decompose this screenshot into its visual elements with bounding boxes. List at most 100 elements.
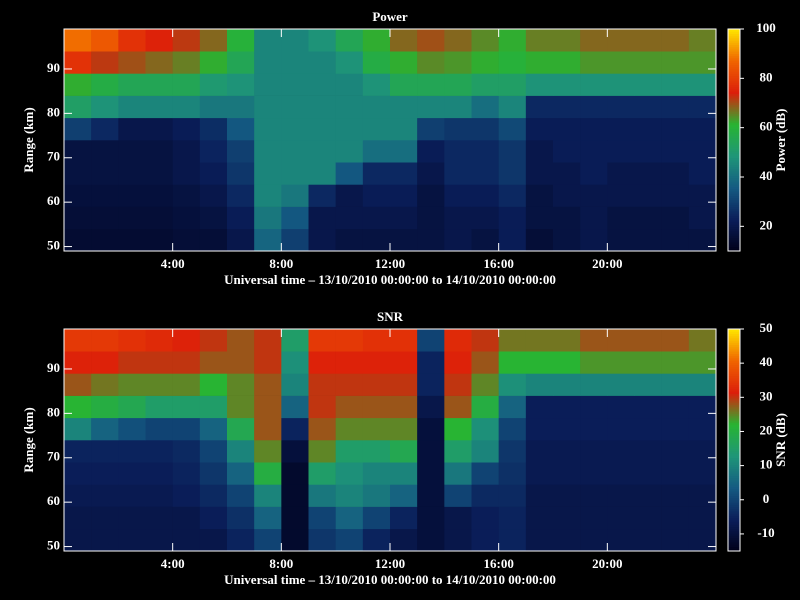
- heat-cell: [308, 373, 336, 396]
- heat-cell: [688, 206, 717, 230]
- heat-cell: [417, 95, 445, 119]
- heat-cell: [661, 29, 690, 52]
- heat-cell: [444, 140, 472, 163]
- heat-cell: [172, 162, 201, 185]
- heat-cell: [335, 184, 364, 207]
- heat-cell: [145, 395, 173, 419]
- heat-cell: [335, 162, 364, 185]
- colorbar-swatch: [728, 459, 740, 463]
- colorbar-swatch: [728, 228, 740, 232]
- colorbar-swatch: [728, 353, 740, 357]
- heat-cell: [227, 162, 255, 185]
- heat-cell: [688, 506, 717, 530]
- colorbar-swatch: [728, 537, 740, 541]
- heat-cell: [172, 184, 201, 207]
- colorbar-swatch: [728, 102, 740, 105]
- colorbar-swatch: [728, 166, 740, 170]
- y-tick-label: 60: [47, 493, 60, 508]
- colorbar-swatch: [728, 222, 740, 225]
- colorbar-swatch: [728, 384, 740, 388]
- colorbar-swatch: [728, 426, 740, 430]
- heat-cell: [498, 440, 527, 463]
- heat-cell: [199, 184, 228, 207]
- heat-cell: [688, 329, 717, 352]
- heat-cell: [607, 206, 635, 230]
- heat-cell: [417, 417, 445, 441]
- heat-cell: [634, 184, 662, 207]
- heat-cell: [580, 373, 608, 396]
- heat-cell: [254, 162, 282, 185]
- colorbar-swatch: [728, 382, 740, 385]
- colorbar-swatch: [728, 248, 740, 252]
- heat-cell: [444, 162, 472, 185]
- heat-cell: [607, 417, 635, 441]
- colorbar-swatch: [728, 159, 740, 163]
- colorbar-swatch: [728, 446, 740, 450]
- heat-cell: [91, 329, 119, 352]
- heat-cell: [661, 417, 690, 441]
- heat-cell: [525, 206, 554, 230]
- heat-cell: [335, 206, 364, 230]
- heat-cell: [145, 51, 173, 74]
- heat-cell: [254, 329, 282, 352]
- heat-cell: [91, 117, 119, 141]
- colorbar-swatch: [728, 511, 740, 514]
- colorbar-swatch: [728, 237, 740, 241]
- heat-cell: [471, 95, 499, 119]
- heat-cell: [688, 162, 717, 185]
- heat-cell: [580, 462, 608, 485]
- heat-cell: [417, 329, 445, 352]
- colorbar-swatch: [728, 93, 740, 97]
- heat-cell: [199, 351, 228, 374]
- heat-cell: [607, 484, 635, 507]
- heat-cell: [145, 373, 173, 396]
- colorbar-swatch: [728, 124, 740, 128]
- heat-cell: [335, 140, 364, 163]
- heat-cell: [417, 184, 445, 207]
- heat-cell: [580, 329, 608, 352]
- heat-cell: [308, 29, 336, 52]
- colorbar-swatch: [728, 42, 740, 46]
- heat-cell: [580, 95, 608, 119]
- colorbar-swatch: [728, 122, 740, 125]
- colorbar-swatch: [728, 84, 740, 88]
- heat-cell: [688, 51, 717, 74]
- heat-cell: [64, 29, 92, 52]
- colorbar-swatch: [728, 373, 740, 377]
- heat-cell: [634, 329, 662, 352]
- colorbar-swatch: [728, 75, 740, 79]
- colorbar-swatch: [728, 491, 740, 494]
- heat-cell: [525, 117, 554, 141]
- heat-cell: [172, 395, 201, 419]
- heat-cell: [254, 206, 282, 230]
- heat-cell: [498, 395, 527, 419]
- heat-cell: [172, 462, 201, 485]
- heat-cell: [64, 73, 92, 96]
- heat-cell: [199, 440, 228, 463]
- colorbar-swatch: [728, 457, 740, 461]
- heat-cell: [91, 506, 119, 530]
- heat-cell: [634, 228, 662, 252]
- heat-cell: [390, 373, 418, 396]
- heat-cell: [199, 417, 228, 441]
- heat-cell: [688, 395, 717, 419]
- heat-cell: [525, 29, 554, 52]
- heat-cell: [607, 140, 635, 163]
- heat-cell: [64, 184, 92, 207]
- heat-cell: [417, 373, 445, 396]
- colorbar-swatch: [728, 171, 740, 174]
- heat-cell: [688, 417, 717, 441]
- colorbar-swatch: [728, 497, 740, 501]
- heat-cell: [118, 162, 146, 185]
- heat-cell: [91, 417, 119, 441]
- colorbar-swatch: [728, 486, 740, 490]
- heat-cell: [417, 117, 445, 141]
- heat-cell: [254, 73, 282, 96]
- heat-cell: [553, 329, 581, 352]
- colorbar-swatch: [728, 451, 740, 454]
- colorbar-swatch: [728, 155, 740, 159]
- colorbar-swatch: [728, 462, 740, 465]
- x-tick-label: 8:00: [269, 556, 293, 571]
- heat-cell: [607, 329, 635, 352]
- heat-cell: [390, 440, 418, 463]
